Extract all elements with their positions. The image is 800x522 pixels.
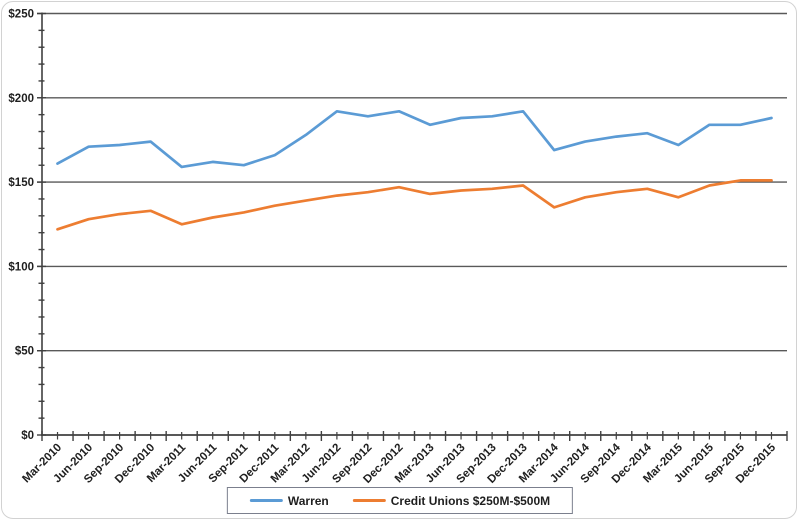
chart-legend: Warren Credit Unions $250M-$500M (226, 487, 574, 514)
legend-item-warren: Warren (249, 493, 329, 508)
y-axis-label: $50 (15, 346, 34, 358)
credit-unions-series-line (56, 179, 773, 231)
legend-label-warren: Warren (287, 493, 329, 508)
legend-label-credit-unions: Credit Unions $250M-$500M (390, 493, 551, 508)
y-axis-label: $200 (8, 93, 34, 105)
credit-unions-line-swatch (352, 499, 386, 502)
warren-series-line (56, 109, 773, 169)
legend-item-credit-unions: Credit Unions $250M-$500M (352, 493, 551, 508)
y-axis-label: $250 (8, 9, 34, 21)
y-axis-label: $100 (8, 261, 34, 273)
warren-line-swatch (249, 499, 283, 502)
y-axis-label: $150 (8, 177, 34, 189)
y-axis-label: $0 (21, 430, 34, 442)
